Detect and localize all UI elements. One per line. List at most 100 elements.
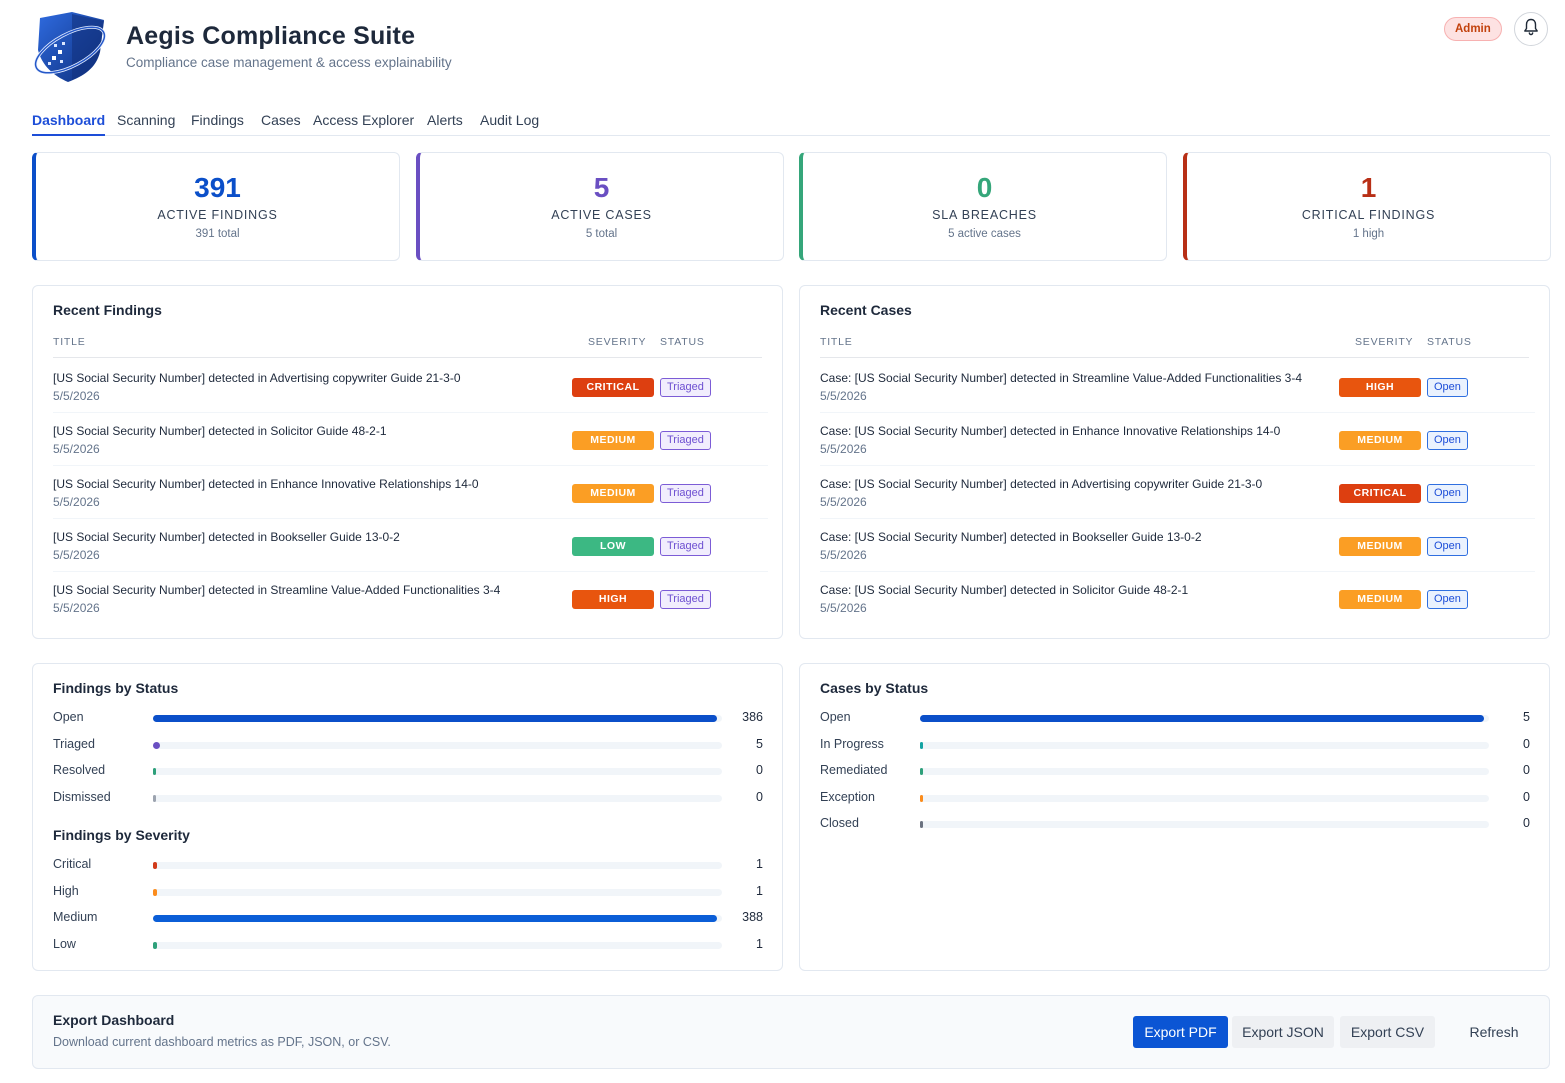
kpi-subtext: 1 high [1352, 228, 1385, 240]
finding-row[interactable]: [US Social Security Number] detected in … [53, 572, 768, 625]
status-badge: Open [1427, 378, 1468, 397]
severity-badge: MEDIUM [572, 431, 654, 450]
bar-track [153, 888, 722, 896]
recent-findings-header: TITLE SEVERITY STATUS [53, 334, 762, 358]
bar-track [920, 715, 1489, 722]
status-badge: Triaged [660, 590, 711, 609]
finding-row[interactable]: [US Social Security Number] detected in … [53, 360, 768, 413]
bar-count: 5 [1523, 710, 1530, 724]
bar-label: Medium [53, 910, 98, 925]
col-severity: SEVERITY [588, 336, 647, 348]
tab-audit-log[interactable]: Audit Log [480, 112, 540, 128]
bar-fill [153, 941, 157, 949]
bar-track [153, 915, 722, 923]
bar-row: Low 1 [53, 935, 764, 955]
tab-access-explorer[interactable]: Access Explorer [313, 112, 415, 128]
bar-fill [153, 741, 160, 749]
bar-track [153, 794, 722, 802]
findings-by-severity-title: Findings by Severity [53, 827, 190, 843]
kpi-value: 0 [976, 172, 993, 203]
finding-row[interactable]: [US Social Security Number] detected in … [53, 519, 768, 572]
col-severity: SEVERITY [1355, 336, 1414, 348]
severity-badge: CRITICAL [572, 378, 654, 397]
bar-row: Open 386 [53, 708, 764, 728]
col-title: TITLE [53, 336, 86, 348]
kpi-label: ACTIVE CASES [551, 208, 652, 222]
notifications-button[interactable] [1514, 12, 1548, 46]
bar-count: 386 [742, 710, 763, 724]
bar-count: 0 [1523, 763, 1530, 778]
status-badge: Open [1427, 484, 1468, 503]
role-badge: Admin [1444, 17, 1502, 41]
tab-alerts[interactable]: Alerts [427, 112, 463, 128]
case-row[interactable]: Case: [US Social Security Number] detect… [820, 360, 1535, 413]
refresh-button[interactable]: Refresh [1469, 1024, 1519, 1040]
case-row[interactable]: Case: [US Social Security Number] detect… [820, 519, 1535, 572]
case-row[interactable]: Case: [US Social Security Number] detect… [820, 413, 1535, 466]
severity-badge: LOW [572, 537, 654, 556]
kpi-label: CRITICAL FINDINGS [1301, 208, 1436, 222]
status-badge: Open [1427, 590, 1468, 609]
status-badge: Triaged [660, 484, 711, 503]
tab-dashboard[interactable]: Dashboard [32, 106, 106, 136]
row-title: [US Social Security Number] detected in … [53, 371, 461, 385]
bar-count: 0 [756, 789, 763, 804]
recent-findings-title: Recent Findings [53, 302, 162, 318]
findings-breakdown-panel: Findings by Status Open 386 Triaged 5 Resolv… [32, 663, 783, 971]
row-title: [US Social Security Number] detected in … [53, 477, 479, 491]
bar-track [920, 768, 1489, 776]
bar-row: In Progress 0 [820, 735, 1531, 755]
bar-count: 388 [742, 910, 763, 925]
tab-cases[interactable]: Cases [261, 112, 301, 128]
bar-row: High 1 [53, 882, 764, 902]
bar-track [920, 741, 1489, 749]
export-pdf-button[interactable]: Export PDF [1133, 1016, 1228, 1048]
kpi-critical-findings: 1 CRITICAL FINDINGS 1 high [1183, 152, 1551, 261]
cases-by-status-title: Cases by Status [820, 680, 929, 696]
bar-fill [920, 821, 923, 829]
bar-row: Remediated 0 [820, 761, 1531, 781]
kpi-active-cases: 5 ACTIVE CASES 5 total [416, 152, 784, 261]
bar-label: Open [820, 710, 851, 724]
row-title: [US Social Security Number] detected in … [53, 424, 387, 438]
bar-label: Triaged [53, 736, 95, 751]
bar-fill [920, 794, 923, 802]
bar-fill [153, 794, 156, 802]
status-badge: Triaged [660, 431, 711, 450]
bar-count: 0 [1523, 736, 1530, 751]
export-csv-button[interactable]: Export CSV [1340, 1016, 1435, 1048]
row-title: Case: [US Social Security Number] detect… [820, 371, 1303, 385]
kpi-active-findings: 391 ACTIVE FINDINGS 391 total [32, 152, 400, 261]
row-title: Case: [US Social Security Number] detect… [820, 530, 1202, 544]
bar-label: High [53, 883, 79, 898]
row-date: 5/5/2026 [53, 601, 100, 615]
bar-track [153, 941, 722, 949]
kpi-value: 1 [1360, 172, 1377, 203]
status-badge: Open [1427, 537, 1468, 556]
kpi-subtext: 391 total [195, 228, 240, 240]
bar-fill [920, 741, 923, 749]
tab-findings[interactable]: Findings [191, 112, 244, 128]
kpi-subtext: 5 total [585, 228, 618, 240]
tab-scanning[interactable]: Scanning [117, 112, 176, 128]
finding-row[interactable]: [US Social Security Number] detected in … [53, 413, 768, 466]
app-title: Aegis Compliance Suite [126, 22, 416, 50]
bar-row: Exception 0 [820, 788, 1531, 808]
bar-track [153, 862, 722, 869]
case-row[interactable]: Case: [US Social Security Number] detect… [820, 572, 1535, 625]
finding-row[interactable]: [US Social Security Number] detected in … [53, 466, 768, 519]
bar-label: Exception [820, 789, 875, 804]
col-title: TITLE [820, 336, 853, 348]
row-title: Case: [US Social Security Number] detect… [820, 583, 1189, 597]
bar-count: 1 [756, 936, 763, 951]
shield-logo-icon [32, 12, 108, 82]
bar-track [153, 715, 722, 722]
status-badge: Triaged [660, 537, 711, 556]
case-row[interactable]: Case: [US Social Security Number] detect… [820, 466, 1535, 519]
findings-by-status-title: Findings by Status [53, 680, 179, 696]
bar-count: 0 [1523, 816, 1530, 831]
status-badge: Open [1427, 431, 1468, 450]
bar-label: Closed [820, 816, 859, 831]
export-json-button[interactable]: Export JSON [1232, 1016, 1334, 1048]
bar-label: Open [53, 710, 84, 724]
